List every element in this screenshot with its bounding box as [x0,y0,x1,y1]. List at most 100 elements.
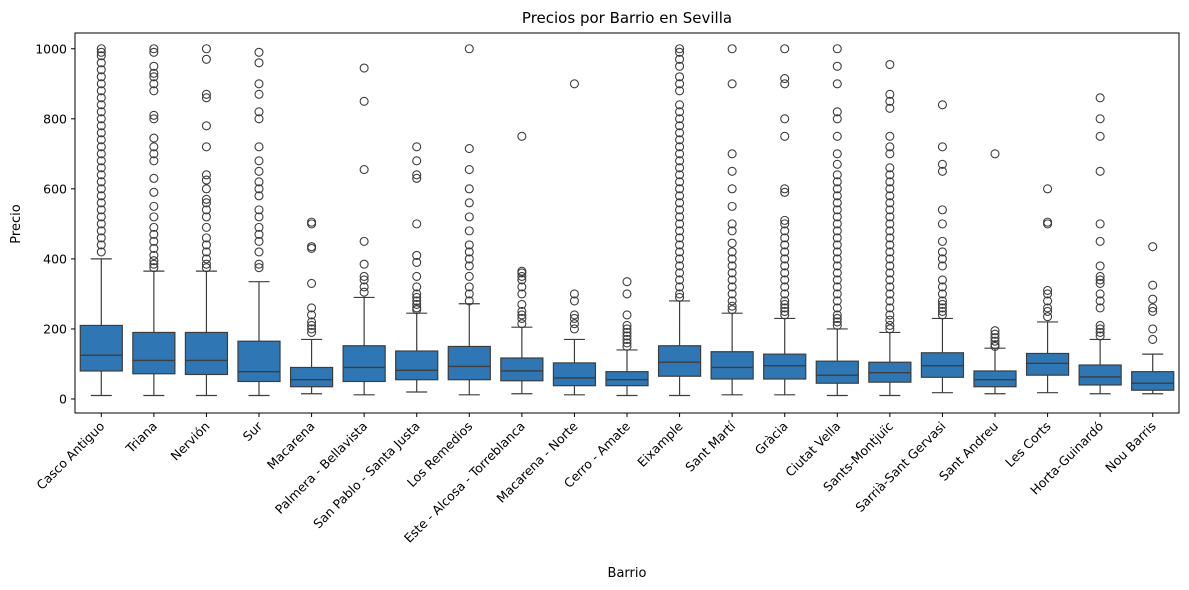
outlier-point [149,149,159,159]
outlier-point [96,135,106,145]
outlier-point [937,236,947,246]
outlier-point [517,313,527,323]
outlier-point [727,289,737,299]
outlier-point [885,233,895,243]
outlier-point [937,289,947,299]
y-tick-label: 800 [43,111,67,126]
outlier-point [937,306,947,316]
outlier-point [675,135,685,145]
outlier-point [412,289,422,299]
outlier-point [832,79,842,89]
outlier-point [464,296,474,306]
outlier-point [675,240,685,250]
box-iqr [815,360,859,384]
outlier-point [254,142,264,152]
outlier-point [832,219,842,229]
outlier-point [885,261,895,271]
outlier-point [832,233,842,243]
outlier-point [96,177,106,187]
outlier-point [727,149,737,159]
outlier-point [675,191,685,201]
x-tick-label: Sant Martí [682,418,738,474]
outlier-point [517,131,527,141]
outlier-point [780,44,790,54]
x-tick-label: Triana [122,419,160,457]
outlier-point [149,222,159,232]
outlier-point [675,282,685,292]
outlier-point [96,156,106,166]
outlier-point [885,254,895,264]
x-axis-label: Barrio [608,566,647,581]
outlier-point [937,254,947,264]
box-group [605,277,649,397]
outlier-point [727,247,737,257]
outlier-point [990,329,1000,339]
outlier-point [885,205,895,215]
box-group [1131,242,1175,395]
outlier-point [937,166,947,176]
outlier-point [412,173,422,183]
outlier-point [412,299,422,309]
outlier-point [780,254,790,264]
x-tick-label: Sarrià-Sant Gervasi [852,419,948,515]
outlier-point [254,79,264,89]
outlier-point [832,191,842,201]
outlier-point [832,226,842,236]
outlier-point [254,205,264,215]
outlier-point [517,299,527,309]
box-iqr [1131,371,1175,391]
outlier-point [885,282,895,292]
outlier-point [201,89,211,99]
outlier-point [201,212,211,222]
outlier-point [254,259,264,269]
outlier-point [727,305,737,315]
outlier-point [359,271,369,281]
outlier-point [307,303,317,313]
box-group [868,59,912,397]
outlier-point [96,198,106,208]
outlier-point [832,107,842,117]
outlier-point [937,275,947,285]
outlier-point [464,212,474,222]
outlier-point [1095,320,1105,330]
box-iqr [763,353,807,380]
outlier-point [832,275,842,285]
outlier-point [149,173,159,183]
outlier-point [359,275,369,285]
outlier-point [937,159,947,169]
outlier-point [832,149,842,159]
outlier-point [1148,294,1158,304]
outlier-point [675,177,685,187]
y-tick-label: 200 [43,321,67,336]
outlier-point [675,233,685,243]
outlier-point [149,86,159,96]
outlier-point [201,44,211,54]
outlier-point [254,177,264,187]
outlier-point [1148,303,1158,313]
outlier-point [307,243,317,253]
outlier-point [780,303,790,313]
outlier-point [885,212,895,222]
outlier-point [675,47,685,57]
outlier-point [622,277,632,287]
outlier-point [1095,303,1105,313]
outlier-point [254,191,264,201]
outlier-point [885,103,895,113]
outlier-point [1043,289,1053,299]
box-group [289,217,334,395]
box-iqr [1025,352,1070,376]
outlier-point [464,184,474,194]
box-group [815,44,859,397]
outlier-point [885,59,895,70]
outlier-point [149,142,159,152]
x-tick-label: Sur [240,418,266,444]
x-tick-label: Eixample [634,418,686,470]
outlier-point [675,205,685,215]
outlier-point [96,86,106,96]
y-axis-label: Precio [9,204,24,243]
outlier-point [307,317,317,327]
outlier-point [201,247,211,257]
outlier-point [885,163,895,173]
outlier-point [1095,296,1105,306]
outlier-point [885,177,895,187]
